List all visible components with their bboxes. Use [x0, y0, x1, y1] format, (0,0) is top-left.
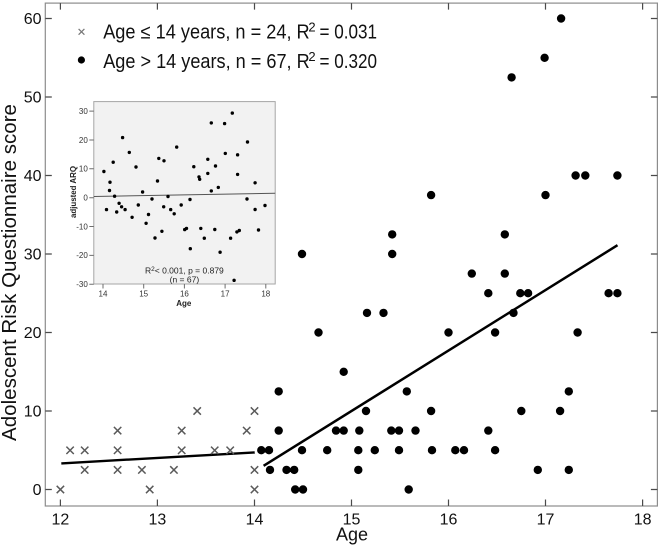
svg-text:60: 60	[24, 11, 42, 28]
svg-text:12: 12	[52, 512, 70, 529]
svg-text:R2< 0.001, p = 0.879: R2< 0.001, p = 0.879	[145, 266, 224, 276]
svg-text:14: 14	[99, 290, 108, 299]
svg-text:13: 13	[149, 512, 167, 529]
svg-text:Age > 14 years, n = 67, R: Age > 14 years, n = 67, R	[103, 51, 310, 73]
svg-text:-10: -10	[76, 222, 88, 231]
svg-text:20: 20	[24, 325, 42, 342]
svg-text:16: 16	[440, 512, 458, 529]
svg-text:-20: -20	[76, 251, 88, 260]
svg-text:18: 18	[634, 512, 652, 529]
svg-text:(n = 67): (n = 67)	[170, 275, 200, 285]
svg-text:10: 10	[79, 165, 88, 174]
svg-text:17: 17	[221, 290, 230, 299]
svg-text:2: 2	[308, 19, 315, 34]
svg-text:40: 40	[24, 168, 42, 185]
svg-text:Age: Age	[336, 525, 368, 545]
svg-text:0: 0	[83, 194, 88, 203]
svg-text:16: 16	[180, 290, 189, 299]
svg-text:30: 30	[79, 107, 88, 116]
svg-text:= 0.320: = 0.320	[320, 51, 378, 73]
svg-text:-30: -30	[76, 280, 88, 289]
svg-text:adjusted ARQ: adjusted ARQ	[69, 166, 78, 218]
svg-text:= 0.031: = 0.031	[320, 21, 378, 43]
svg-text:20: 20	[79, 136, 88, 145]
svg-text:15: 15	[343, 512, 361, 529]
svg-text:10: 10	[24, 404, 42, 421]
svg-text:Adolescent Risk Questionnaire: Adolescent Risk Questionnaire score	[0, 104, 21, 441]
svg-text:15: 15	[139, 290, 148, 299]
svg-text:Age: Age	[176, 299, 192, 308]
svg-text:30: 30	[24, 247, 42, 264]
svg-text:17: 17	[537, 512, 555, 529]
svg-text:14: 14	[246, 512, 264, 529]
svg-text:50: 50	[24, 90, 42, 107]
svg-text:2: 2	[308, 49, 315, 64]
svg-text:18: 18	[261, 290, 270, 299]
svg-text:Age ≤ 14 years, n = 24, R: Age ≤ 14 years, n = 24, R	[103, 21, 310, 43]
svg-text:0: 0	[33, 482, 42, 499]
